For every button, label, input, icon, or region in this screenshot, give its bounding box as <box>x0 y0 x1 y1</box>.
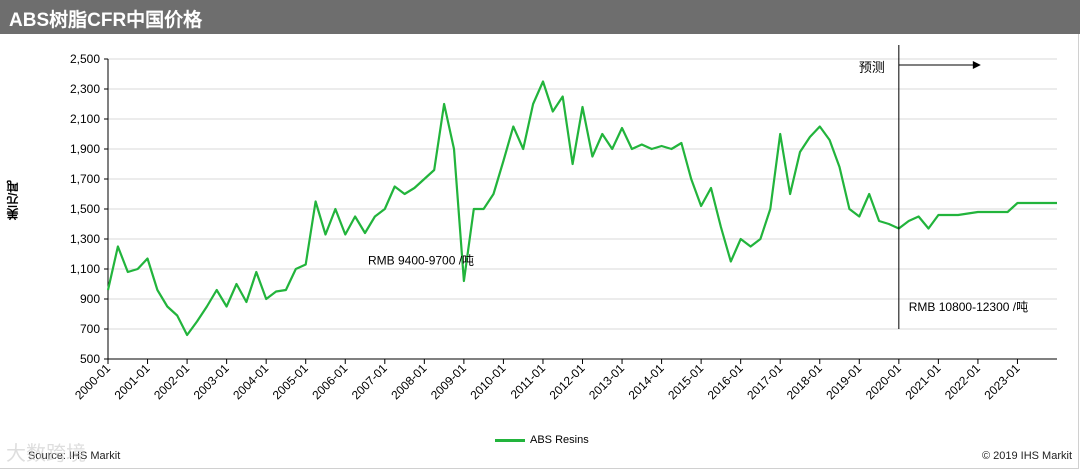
x-tick-label: 2021-01 <box>902 361 943 402</box>
series-line-abs-resins <box>106 80 1057 337</box>
x-tick-label: 2020-01 <box>863 361 904 402</box>
chart-frame <box>0 34 1079 469</box>
y-tick-label: 900 <box>80 292 100 306</box>
x-tick-label: 2011-01 <box>508 361 549 402</box>
axes <box>104 58 1057 364</box>
x-tick-label: 2001-01 <box>112 361 153 402</box>
watermark-text: 大数跨境 <box>6 443 86 465</box>
annotation-rmb-forecast: RMB 10800-12300 /吨 <box>909 300 1028 314</box>
x-tick-label: 2017-01 <box>744 361 785 402</box>
y-axis-label: 美元/吨 <box>6 180 20 220</box>
x-tick-label: 2016-01 <box>705 361 746 402</box>
x-tick-label: 2006-01 <box>309 361 350 402</box>
x-tick-label: 2018-01 <box>784 361 825 402</box>
y-tick-label: 1,100 <box>70 262 100 276</box>
x-tick-label: 2004-01 <box>230 361 271 402</box>
x-tick-label: 2023-01 <box>982 361 1023 402</box>
x-tick-label: 2002-01 <box>151 361 192 402</box>
x-tick-label: 2007-01 <box>349 361 390 402</box>
annotations: 预测 RMB 9400-9700 /吨 RMB 10800-12300 /吨 <box>368 45 1028 329</box>
x-tick-label: 2013-01 <box>586 361 627 402</box>
forecast-label: 预测 <box>859 60 885 75</box>
y-tick-label: 2,100 <box>70 112 100 126</box>
x-tick-labels: 2000-012001-012002-012003-012004-012005-… <box>72 361 1023 402</box>
y-tick-labels: 500 700 900 1,100 1,300 1,500 1,700 1,900 2,100 2… <box>70 52 100 366</box>
legend-swatch <box>495 438 525 442</box>
y-tick-label: 700 <box>80 322 100 336</box>
forecast-arrow-head <box>972 61 981 69</box>
annotation-rmb-2009: RMB 9400-9700 /吨 <box>368 254 474 268</box>
y-tick-label: 1,900 <box>70 142 100 156</box>
series-layer <box>106 80 1057 337</box>
x-tick-label: 2000-01 <box>72 361 113 402</box>
x-tick-label: 2019-01 <box>823 361 864 402</box>
y-tick-label: 2,500 <box>70 52 100 66</box>
chart-title: ABS树脂CFR中国价格 <box>9 10 203 31</box>
y-tick-label: 1,300 <box>70 232 100 246</box>
y-tick-label: 2,300 <box>70 82 100 96</box>
legend-label: ABS Resins <box>530 434 589 446</box>
title-bar: ABS树脂CFR中国价格 <box>0 0 1080 34</box>
y-tick-label: 1,700 <box>70 172 100 186</box>
copyright-note: © 2019 IHS Markit <box>981 450 1072 462</box>
y-tick-label: 1,500 <box>70 202 100 216</box>
x-tick-label: 2010-01 <box>467 361 508 402</box>
x-tick-label: 2008-01 <box>388 361 429 402</box>
x-tick-label: 2012-01 <box>547 361 588 402</box>
x-tick-label: 2015-01 <box>665 361 706 402</box>
legend: ABS Resins <box>495 432 589 448</box>
x-tick-label: 2003-01 <box>191 361 232 402</box>
x-tick-label: 2022-01 <box>942 361 983 402</box>
y-tick-label: 500 <box>80 352 100 366</box>
x-tick-label: 2005-01 <box>270 361 311 402</box>
source-note: Source: IHS Markit <box>28 450 121 462</box>
x-tick-label: 2014-01 <box>626 361 667 402</box>
x-tick-label: 2009-01 <box>428 361 469 402</box>
